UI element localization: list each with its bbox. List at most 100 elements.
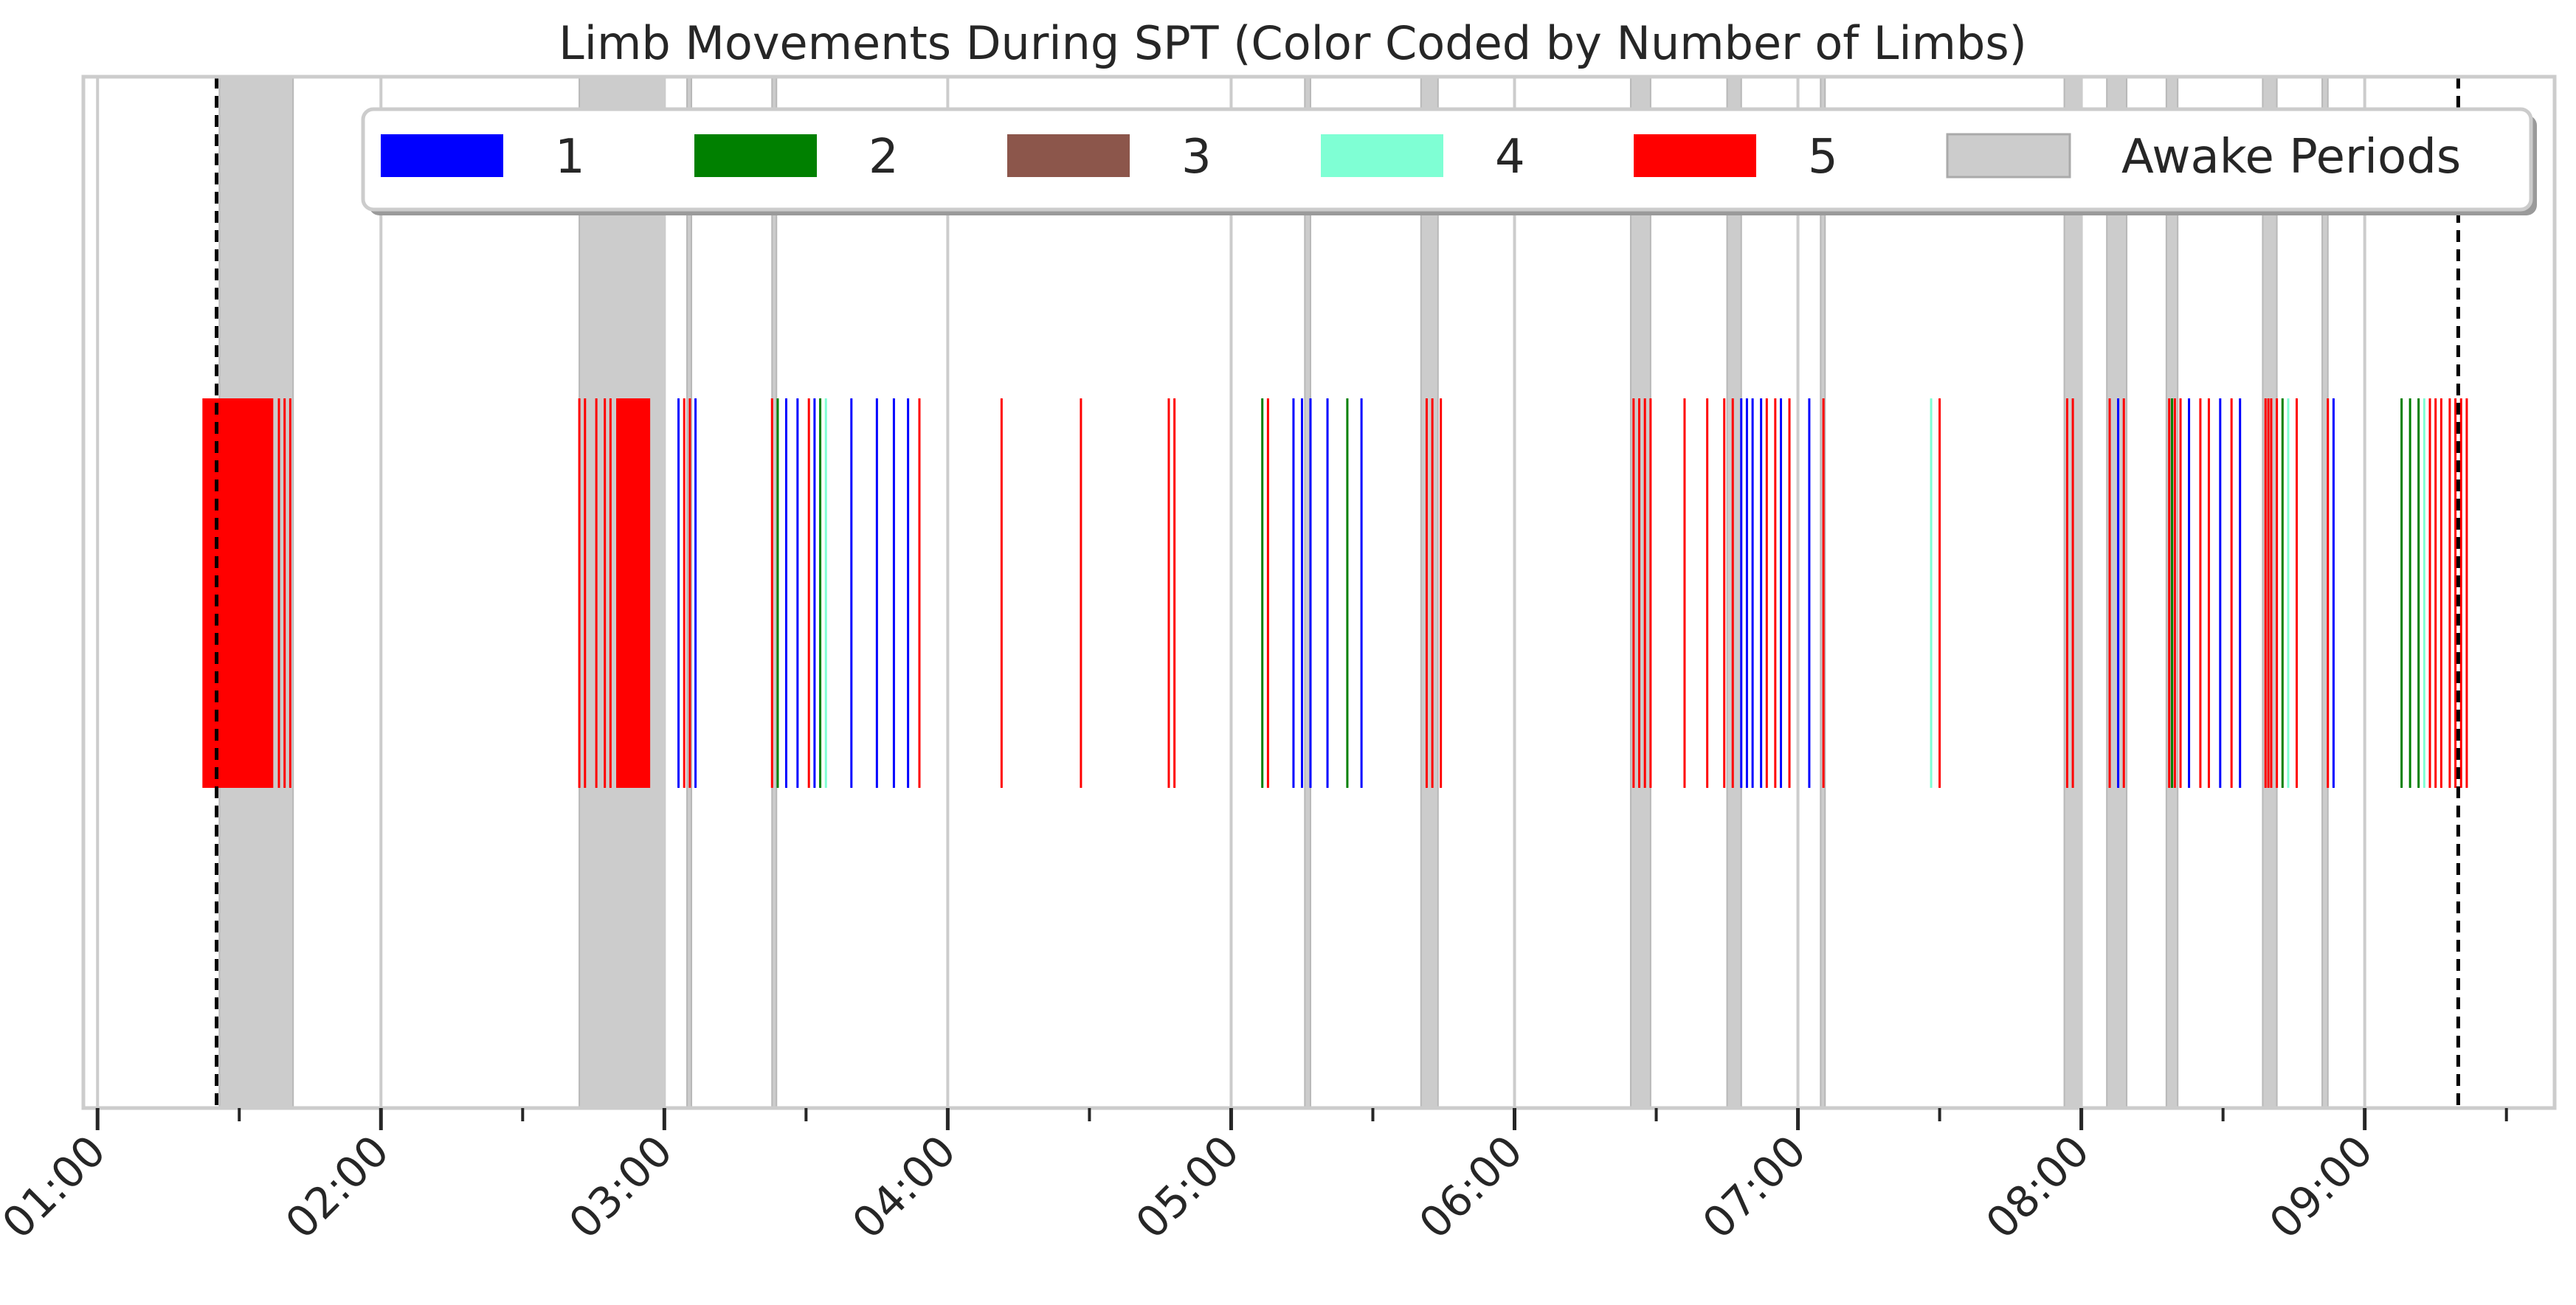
movement-event [683, 398, 686, 788]
awake-periods-layer [218, 76, 2329, 1109]
movement-event [2439, 398, 2442, 788]
legend-label: 1 [555, 130, 585, 184]
movement-event [1360, 398, 1363, 788]
movement-event [584, 398, 587, 788]
movement-event [578, 398, 581, 788]
movement-event [1632, 398, 1635, 788]
movement-event [907, 398, 910, 788]
movement-event [1649, 398, 1652, 788]
movement-event [2448, 398, 2451, 788]
legend-swatch [381, 134, 503, 177]
x-tick-label: 08:00 [1976, 1126, 2099, 1248]
movement-event [1808, 398, 1811, 788]
movement-event [2287, 398, 2290, 788]
movement-event [1000, 398, 1003, 788]
movement-event [1261, 398, 1264, 788]
movement-events-layer [202, 398, 2468, 788]
movement-event [1309, 398, 1312, 788]
movement-event [1266, 398, 1269, 788]
chart-title: Limb Movements During SPT (Color Coded b… [559, 16, 2027, 70]
movement-event [1930, 398, 1933, 788]
movement-event [2117, 398, 2120, 788]
movement-event [796, 398, 799, 788]
awake-period [1420, 76, 1439, 1109]
movement-event [609, 398, 612, 788]
movement-event [875, 398, 878, 788]
movement-event [1731, 398, 1734, 788]
movement-event [1683, 398, 1686, 788]
movement-event [2264, 398, 2267, 788]
x-tick-label: 07:00 [1693, 1126, 1815, 1248]
x-tick-label: 06:00 [1409, 1126, 1532, 1248]
movement-event [2276, 398, 2279, 788]
movement-event [2296, 398, 2299, 788]
legend-swatch [1321, 134, 1443, 177]
movement-event [1822, 398, 1825, 788]
legend-label: Awake Periods [2121, 130, 2461, 184]
movement-event [1760, 398, 1763, 788]
x-axis-ticks [95, 1108, 2508, 1130]
movement-event [1723, 398, 1726, 788]
movement-event [1780, 398, 1783, 788]
movement-event [1292, 398, 1295, 788]
movement-event [1300, 398, 1303, 788]
legend-swatch [1946, 133, 2071, 179]
legend-label: 2 [869, 130, 899, 184]
movement-event [2459, 398, 2462, 788]
movement-event [1431, 398, 1434, 788]
movement-event [2199, 398, 2202, 788]
movement-event [2219, 398, 2222, 788]
x-tick-label: 03:00 [559, 1126, 682, 1248]
movement-event [595, 398, 598, 788]
x-axis-tick-labels: 01:00 02:00 03:00 04:00 05:00 06:00 07:00 08:00… [0, 1126, 2383, 1248]
movement-event [2270, 398, 2273, 788]
movement-event [1788, 398, 1791, 788]
movement-event [813, 398, 816, 788]
movement-event [2417, 398, 2420, 788]
movement-event [1774, 398, 1777, 788]
legend-swatch [1007, 134, 1130, 177]
movement-event [2327, 398, 2330, 788]
movement-event [2434, 398, 2437, 788]
movement-event [2423, 398, 2425, 788]
movement-cluster [616, 398, 651, 788]
movement-event [2207, 398, 2210, 788]
movement-event [2108, 398, 2111, 788]
movement-event [807, 398, 810, 788]
movement-event [1745, 398, 1748, 788]
movement-event [1765, 398, 1768, 788]
movement-event [2173, 398, 2176, 788]
movement-event [694, 398, 697, 788]
legend-label: 3 [1181, 130, 1212, 184]
movement-event [2230, 398, 2233, 788]
movement-event [819, 398, 822, 788]
movement-event [688, 398, 691, 788]
movement-event [850, 398, 853, 788]
movement-event [1425, 398, 1428, 788]
movement-event [824, 398, 827, 788]
movement-event [2400, 398, 2403, 788]
movement-event [2071, 398, 2074, 788]
movement-event [892, 398, 895, 788]
x-tick-label: 01:00 [0, 1126, 115, 1248]
plot-frame [81, 75, 2557, 1110]
movement-event [2454, 398, 2457, 788]
movement-event [2179, 398, 2182, 788]
movement-event [2465, 398, 2468, 788]
movement-event [1706, 398, 1709, 788]
legend-swatch [694, 134, 817, 177]
x-tick-label: 09:00 [2259, 1126, 2382, 1248]
x-tick-label: 02:00 [276, 1126, 398, 1248]
movement-event [2171, 398, 2174, 788]
movement-event [277, 398, 280, 788]
movement-event [2408, 398, 2411, 788]
movement-event [1440, 398, 1443, 788]
x-gridlines [96, 77, 2366, 1108]
movement-event [1326, 398, 1329, 788]
movement-event [2168, 398, 2171, 788]
movement-event [2122, 398, 2125, 788]
x-tick-label: 04:00 [843, 1126, 965, 1248]
movement-event [1643, 398, 1646, 788]
movement-cluster [202, 398, 274, 788]
